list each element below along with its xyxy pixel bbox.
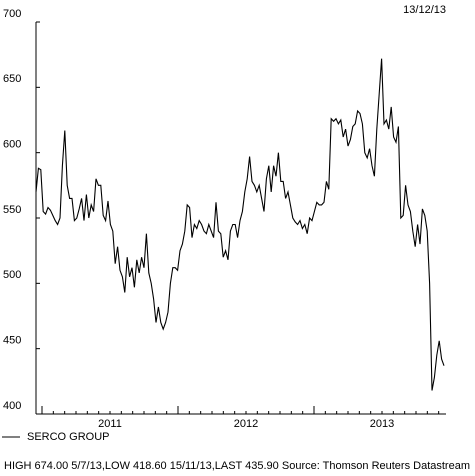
y-tick-label: 500 (3, 269, 21, 281)
y-tick-label: 700 (3, 8, 21, 20)
y-tick-label: 600 (3, 139, 21, 151)
date-label: 13/12/13 (403, 4, 446, 16)
x-tick-label: 2011 (98, 418, 122, 430)
x-tick-label: 2013 (370, 418, 394, 430)
y-tick-label: 450 (3, 335, 21, 347)
y-tick-label: 550 (3, 204, 21, 216)
footer: HIGH 674.00 5/7/13,LOW 418.60 15/11/13,L… (4, 460, 279, 472)
y-tick-label: 400 (3, 400, 21, 412)
y-tick-label: 650 (3, 73, 21, 85)
price-line (35, 58, 445, 391)
legend-label: SERCO GROUP (27, 431, 110, 443)
source: Source: Thomson Reuters Datastream (282, 460, 470, 472)
x-tick-label: 2012 (234, 418, 258, 430)
